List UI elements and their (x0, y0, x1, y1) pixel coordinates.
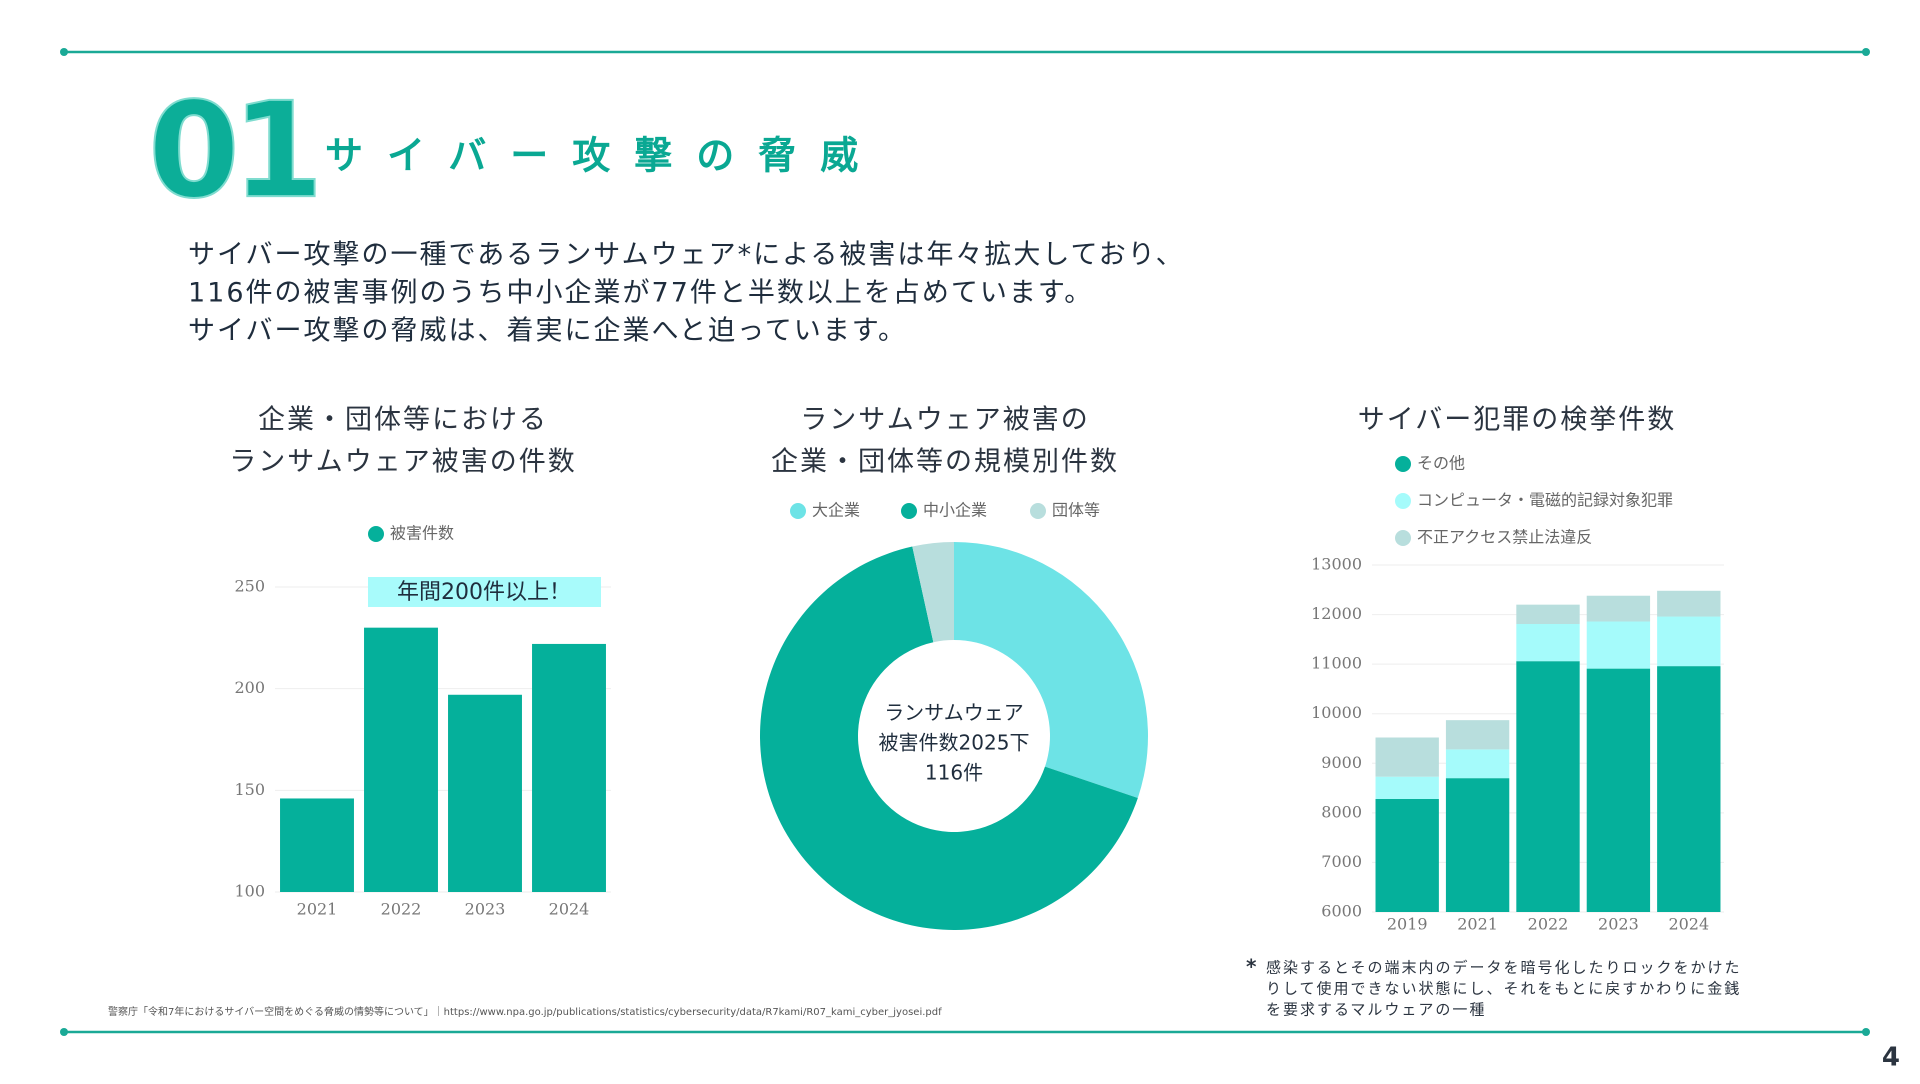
bar-segment (1445, 749, 1510, 779)
rule-dot (60, 1028, 68, 1036)
x-tick-label: 2023 (1598, 915, 1639, 934)
x-tick-label: 2022 (1528, 915, 1569, 934)
bar-segment (1657, 666, 1721, 912)
legend-swatch (368, 526, 384, 542)
y-tick-label: 6000 (1321, 902, 1362, 921)
bar-segment (1375, 798, 1439, 912)
bar-segment (1445, 720, 1510, 750)
y-tick-label: 10000 (1311, 703, 1362, 722)
chart-title: 企業・団体等における (258, 405, 548, 436)
x-tick-label: 2021 (297, 900, 338, 919)
y-tick-label: 200 (234, 678, 265, 697)
x-tick-label: 2023 (465, 900, 506, 919)
rule-dot (60, 48, 68, 56)
bar (532, 643, 606, 892)
chart-title: サイバー犯罪の検挙件数 (1358, 405, 1676, 436)
y-tick-label: 13000 (1311, 555, 1362, 574)
bar-segment (1375, 776, 1439, 799)
bar-segment (1586, 595, 1651, 622)
legend-label: コンピュータ・電磁的記録対象犯罪 (1417, 491, 1673, 510)
bar-segment (1445, 778, 1510, 912)
donut-center-text: 被害件数2025下 (879, 731, 1030, 755)
legend-label: その他 (1417, 454, 1465, 473)
y-tick-label: 7000 (1321, 852, 1362, 871)
legend-label: 団体等 (1052, 501, 1100, 520)
donut-slice (912, 542, 954, 643)
y-tick-label: 8000 (1321, 802, 1362, 821)
bar (280, 798, 354, 892)
donut-slice (759, 546, 1138, 930)
y-tick-label: 12000 (1311, 604, 1362, 623)
legend-label: 中小企業 (923, 501, 987, 520)
section-title: サイバー攻撃の脅威 (325, 134, 882, 178)
bar-segment (1516, 604, 1580, 624)
page-number: 4 (1882, 1043, 1900, 1073)
source: 警察庁「令和7年におけるサイバー空間をめぐる脅威の情勢等について」｜https:… (108, 1005, 942, 1018)
chart-title: ランサムウェア被害の (800, 405, 1089, 436)
donut-slice (954, 542, 1148, 798)
rule-dot (1862, 48, 1870, 56)
x-tick-label: 2022 (381, 900, 422, 919)
bar-segment (1516, 623, 1580, 662)
y-tick-label: 250 (234, 577, 265, 596)
legend-label: 被害件数 (390, 524, 454, 543)
donut-center-text: 116件 (925, 761, 983, 785)
footnote-mark: * (1246, 955, 1257, 979)
y-tick-label: 9000 (1321, 753, 1362, 772)
bar-segment (1375, 737, 1439, 777)
section-number: 01 (148, 74, 316, 228)
bar-segment (1516, 661, 1580, 912)
body-line: サイバー攻撃の脅威は、着実に企業へと迫っています。 (188, 316, 907, 347)
x-tick-label: 2021 (1457, 915, 1498, 934)
legend-swatch (790, 503, 806, 519)
legend-swatch (1395, 530, 1411, 546)
legend-label: 大企業 (812, 501, 860, 520)
y-tick-label: 11000 (1311, 654, 1362, 673)
bar-segment (1657, 590, 1721, 617)
bar (364, 627, 438, 892)
bar-segment (1586, 668, 1651, 912)
bar-segment (1586, 621, 1651, 669)
bar (448, 694, 522, 892)
footnote-line: を要求するマルウェアの一種 (1266, 1001, 1486, 1019)
body-line: 116件の被害事例のうち中小企業が77件と半数以上を占めています。 (188, 278, 1093, 309)
annotation-box (368, 577, 601, 607)
rule-dot (1862, 1028, 1870, 1036)
body-line: サイバー攻撃の一種であるランサムウェア*による被害は年々拡大しており、 (188, 240, 1185, 271)
legend-swatch (1395, 493, 1411, 509)
legend-label: 不正アクセス禁止法違反 (1417, 528, 1592, 547)
legend-swatch (1030, 503, 1046, 519)
legend-swatch (901, 503, 917, 519)
x-tick-label: 2019 (1387, 915, 1428, 934)
footnote-line: りして使用できない状態にし、それをもとに戻すかわりに金銭 (1266, 980, 1741, 998)
x-tick-label: 2024 (1668, 915, 1709, 934)
bar-segment (1657, 616, 1721, 667)
chart-title: 企業・団体等の規模別件数 (771, 447, 1119, 478)
donut-center-text: ランサムウェア (884, 701, 1024, 725)
x-tick-label: 2024 (549, 900, 590, 919)
chart-title: ランサムウェア被害の件数 (229, 447, 576, 478)
legend-swatch (1395, 456, 1411, 472)
annotation: 年間200件以上！ (397, 580, 571, 605)
y-tick-label: 150 (234, 780, 265, 799)
footnote-line: 感染するとその端末内のデータを暗号化したりロックをかけた (1266, 959, 1742, 977)
y-tick-label: 100 (234, 882, 265, 901)
